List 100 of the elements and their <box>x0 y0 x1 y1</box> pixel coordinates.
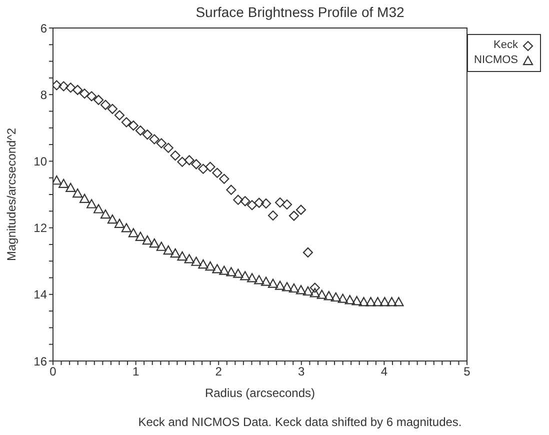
point <box>66 182 76 192</box>
point <box>149 238 160 248</box>
point <box>274 197 286 208</box>
point <box>268 278 278 288</box>
point <box>198 164 208 174</box>
legend-label: Keck <box>494 38 518 53</box>
y-tick-label: 10 <box>34 154 48 168</box>
point <box>226 184 236 195</box>
point <box>205 162 216 172</box>
point <box>163 142 174 153</box>
point <box>142 235 152 245</box>
x-axis-title: Radius (arcseconds) <box>204 386 316 400</box>
point <box>86 91 97 102</box>
point <box>212 168 222 178</box>
point <box>330 292 341 302</box>
point <box>135 232 146 241</box>
point <box>184 254 194 264</box>
point <box>282 199 292 210</box>
point <box>135 126 146 136</box>
point <box>380 297 390 306</box>
point <box>260 198 272 209</box>
point <box>107 104 118 114</box>
point <box>198 259 208 269</box>
point <box>79 88 90 99</box>
point <box>100 209 111 219</box>
point <box>107 214 118 224</box>
point <box>93 204 104 214</box>
point <box>128 228 138 238</box>
point <box>121 223 132 232</box>
point <box>240 271 250 280</box>
point <box>386 297 397 306</box>
point <box>191 159 202 170</box>
y-axis-title: Magnitudes/arcsecond^2 <box>4 128 18 262</box>
point <box>338 294 348 303</box>
y-tick-label: 8 <box>40 88 48 102</box>
point <box>296 285 306 294</box>
point <box>142 130 152 140</box>
y-tick-label: 12 <box>34 221 48 236</box>
point <box>233 194 244 205</box>
point <box>310 282 320 293</box>
point <box>128 120 138 131</box>
x-tick-label: 4 <box>380 364 388 379</box>
point <box>254 275 264 284</box>
point <box>58 81 69 92</box>
point <box>177 156 188 167</box>
point <box>344 295 355 304</box>
point <box>316 290 327 299</box>
y-tick-label: 6 <box>40 21 48 36</box>
point <box>240 196 250 206</box>
point <box>205 261 216 271</box>
point <box>372 297 383 306</box>
point <box>260 276 272 286</box>
point <box>268 210 278 221</box>
point <box>53 80 62 90</box>
point <box>66 82 76 93</box>
x-tick-label: 3 <box>298 364 306 379</box>
point <box>212 264 222 274</box>
point <box>254 198 264 208</box>
legend-label: NICMOS <box>474 53 518 68</box>
point <box>226 267 236 276</box>
point <box>156 138 166 148</box>
point <box>163 245 174 255</box>
point <box>302 286 313 296</box>
point <box>184 155 194 166</box>
point <box>58 178 69 188</box>
point <box>302 247 313 258</box>
point <box>282 282 292 292</box>
point <box>288 283 299 293</box>
point <box>324 291 334 300</box>
point <box>310 288 320 298</box>
chart-title: Surface Brightness Profile of M32 <box>194 4 406 20</box>
point <box>72 84 83 95</box>
point <box>93 94 104 105</box>
x-tick-label: 2 <box>215 364 222 379</box>
point <box>233 268 244 278</box>
point <box>149 134 160 144</box>
x-tick-label: 0 <box>50 364 57 379</box>
point <box>53 175 62 185</box>
point <box>274 280 286 290</box>
point <box>219 266 230 275</box>
y-tick-label: 16 <box>34 354 48 368</box>
point <box>121 117 132 128</box>
point <box>288 210 299 221</box>
point <box>358 297 369 306</box>
x-tick-label: 5 <box>464 364 471 379</box>
point <box>100 100 111 110</box>
point <box>114 218 125 228</box>
point <box>79 194 90 203</box>
text: Keck and NICMOS Data. Keck data shifted by 6 magnitudes. <box>137 415 463 429</box>
point <box>114 110 125 120</box>
point <box>170 150 180 161</box>
point <box>177 251 188 261</box>
point <box>72 188 83 198</box>
point <box>191 256 202 266</box>
point <box>352 296 362 306</box>
point <box>247 200 258 210</box>
point <box>219 174 230 184</box>
point <box>247 273 258 282</box>
point <box>394 297 404 306</box>
y-tick-label: 14 <box>34 288 48 302</box>
